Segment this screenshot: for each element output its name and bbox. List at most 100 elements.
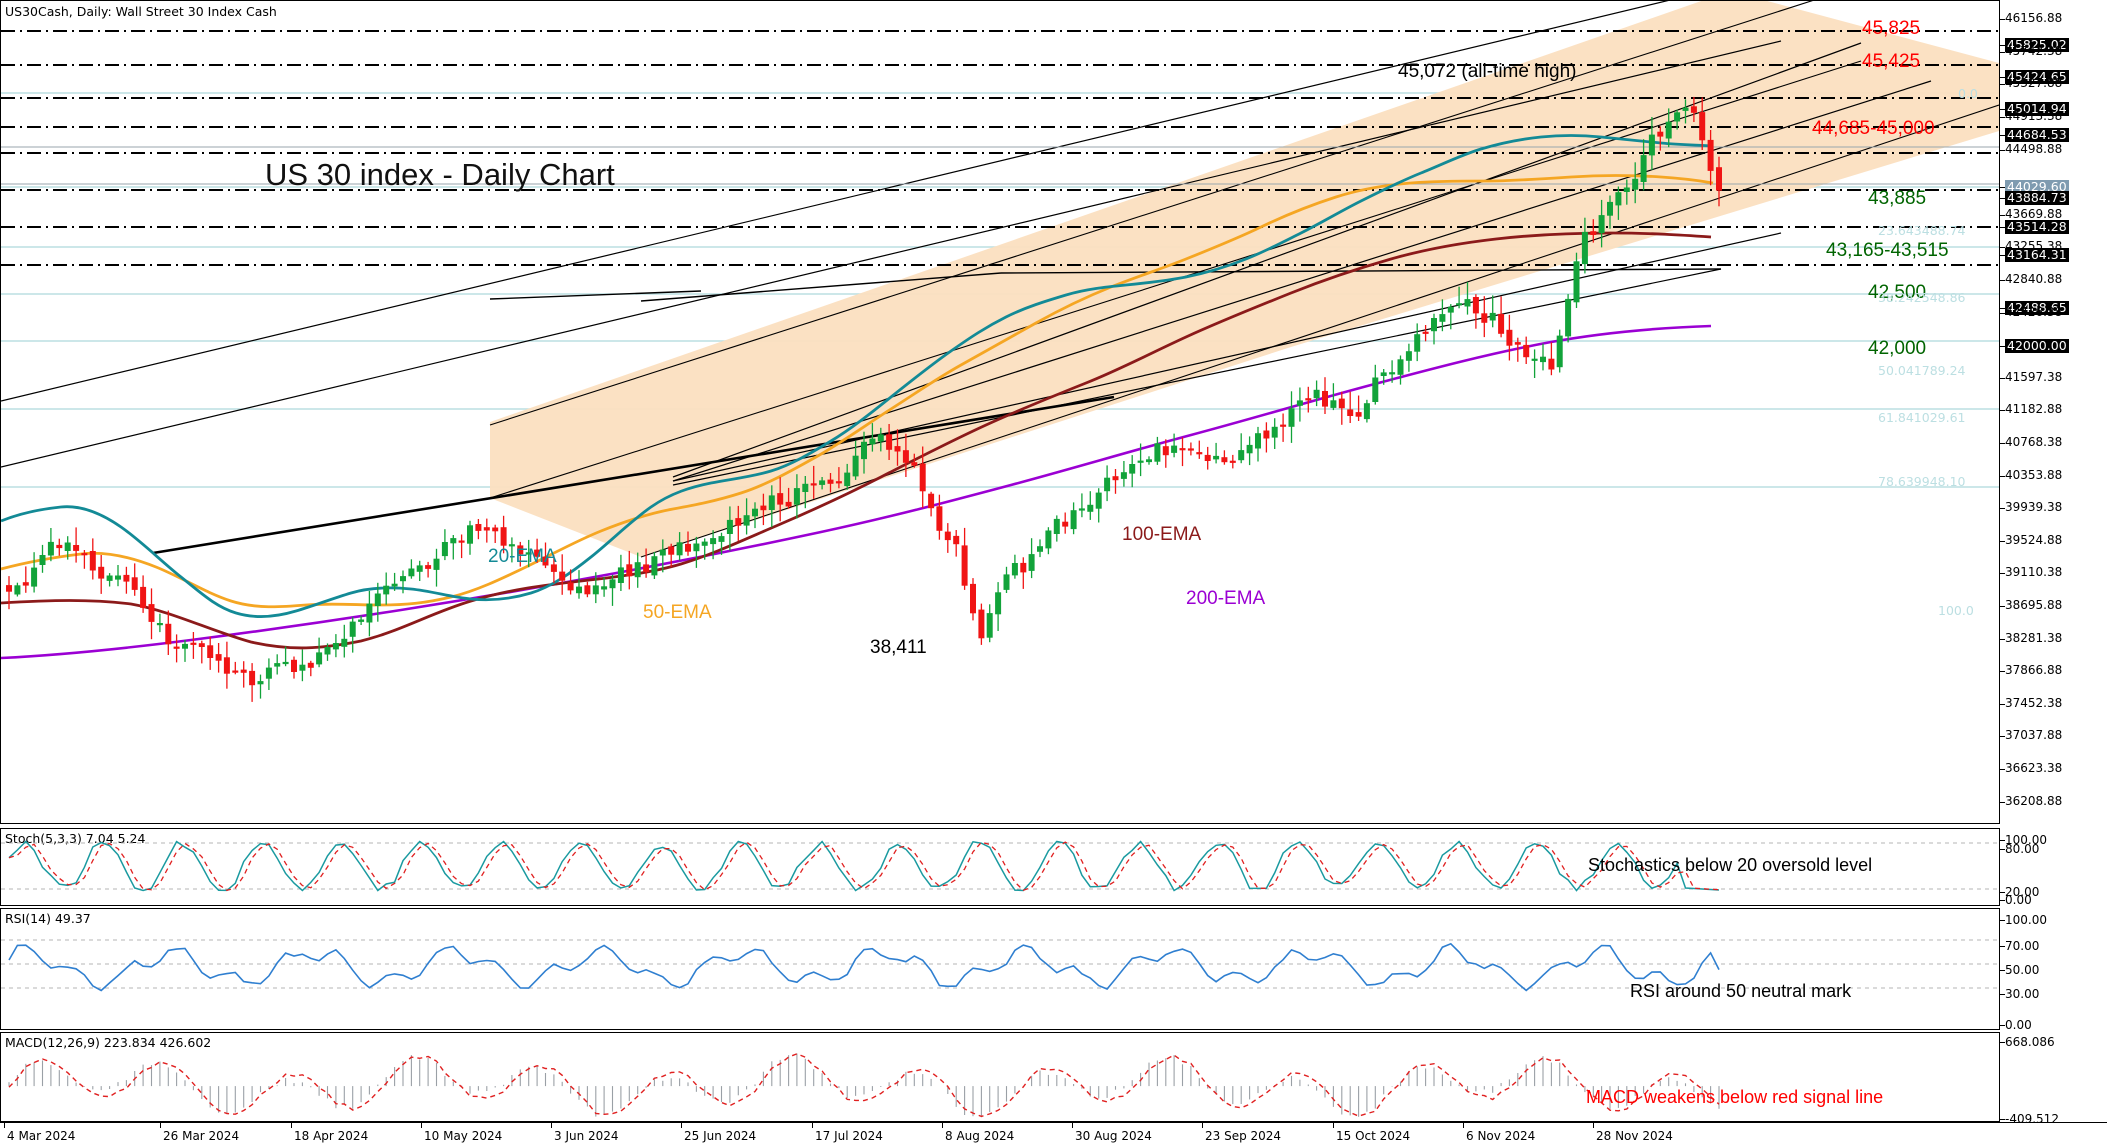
price-axis-tick xyxy=(2000,308,2005,309)
date-axis-label: 3 Jun 2024 xyxy=(554,1129,619,1143)
price-axis-current-label: 44029.60 xyxy=(2005,179,2069,194)
price-axis-tick xyxy=(2000,508,2005,509)
date-axis-label: 8 Aug 2024 xyxy=(945,1129,1015,1143)
date-axis-tick xyxy=(1072,1122,1073,1128)
indicator-axis-tick xyxy=(2000,849,2005,850)
price-axis-label: 39110.38 xyxy=(2005,565,2063,579)
date-axis-tick xyxy=(4,1122,5,1128)
price-axis-tick xyxy=(2000,247,2005,248)
price-axis-label: 43884.73 xyxy=(2005,190,2069,205)
price-axis-tick xyxy=(2000,187,2005,188)
price-axis-label: 44498.88 xyxy=(2005,142,2063,156)
price-axis-label: 41182.88 xyxy=(2005,402,2063,416)
price-axis-label: 38281.38 xyxy=(2005,631,2063,645)
page-title: US 30 index - Daily Chart xyxy=(265,157,615,192)
symbol-header: US30Cash, Daily: Wall Street 30 Index Ca… xyxy=(5,4,277,19)
indicator-axis-label: 100.00 xyxy=(2005,833,2047,847)
indicator-axis-tick xyxy=(2000,1025,2005,1026)
ema-label-50: 50-EMA xyxy=(643,602,712,623)
date-axis-label: 4 Mar 2024 xyxy=(7,1129,76,1143)
date-axis-tick xyxy=(551,1122,552,1128)
indicator-axis-label: 30.00 xyxy=(2005,987,2040,1001)
indicator-axis-label: 80.00 xyxy=(2005,842,2040,856)
rsi-panel xyxy=(0,908,2000,1030)
price-axis-tick xyxy=(2000,606,2005,607)
indicator-axis-tick xyxy=(2000,1119,2005,1120)
indicator-axis-label: 668.086 xyxy=(2005,1035,2055,1049)
date-axis-label: 23 Sep 2024 xyxy=(1205,1129,1282,1143)
date-axis-tick xyxy=(1333,1122,1334,1128)
stochastic-note: Stochastics below 20 oversold level xyxy=(1588,855,1873,875)
ema-label-100: 100-EMA xyxy=(1122,524,1202,545)
price-axis-label: 39939.38 xyxy=(2005,500,2063,514)
price-axis-label: 44684.53 xyxy=(2005,127,2069,142)
date-axis-tick xyxy=(1463,1122,1464,1128)
price-axis[interactable] xyxy=(2000,0,2107,1122)
price-axis-label: 43514.28 xyxy=(2005,219,2069,234)
price-axis-tick xyxy=(2000,313,2005,314)
stochastic-header: Stoch(5,3,3) 7.04 5.24 xyxy=(5,831,146,846)
resistance-label-0: 45,825 xyxy=(1862,18,1921,39)
price-axis-label: 42426.38 xyxy=(2005,305,2063,319)
price-axis-label: 38695.88 xyxy=(2005,598,2063,612)
price-axis-tick xyxy=(2000,639,2005,640)
price-axis-label: 36208.88 xyxy=(2005,794,2063,808)
stochastic-panel xyxy=(0,828,2000,906)
date-axis[interactable] xyxy=(0,1122,2107,1147)
date-axis-tick xyxy=(160,1122,161,1128)
price-axis-tick xyxy=(2000,802,2005,803)
price-axis-tick xyxy=(2000,52,2005,53)
ema-label-20: 20-EMA xyxy=(488,546,557,567)
fib-label-4: 61.841029.61 xyxy=(1878,410,1966,425)
indicator-axis-label: 70.00 xyxy=(2005,939,2040,953)
support-label-0: 43,885 xyxy=(1868,188,1927,209)
price-axis-tick xyxy=(2000,736,2005,737)
price-axis-tick xyxy=(2000,378,2005,379)
price-axis-label: 45424.65 xyxy=(2005,69,2069,84)
date-axis-label: 30 Aug 2024 xyxy=(1075,1129,1152,1143)
price-chart-canvas xyxy=(1,1,1999,702)
date-axis-tick xyxy=(291,1122,292,1128)
rsi-note: RSI around 50 neutral mark xyxy=(1630,981,1852,1001)
date-axis-label: 18 Apr 2024 xyxy=(294,1129,369,1143)
fib-label-5: 78.639948.10 xyxy=(1878,474,1966,489)
date-axis-label: 15 Oct 2024 xyxy=(1336,1129,1411,1143)
price-axis-label: 41597.38 xyxy=(2005,370,2063,384)
indicator-axis-label: 50.00 xyxy=(2005,963,2040,977)
macd-panel xyxy=(0,1032,2000,1122)
price-axis-label: 45327.88 xyxy=(2005,76,2063,90)
price-axis-tick xyxy=(2000,346,2005,347)
price-axis-tick xyxy=(2000,198,2005,199)
price-axis-label: 45014.94 xyxy=(2005,101,2069,116)
stochastic-canvas xyxy=(1,840,1999,892)
indicator-axis-label: 20.00 xyxy=(2005,885,2040,899)
price-axis-tick xyxy=(2000,541,2005,542)
price-axis-label: 42488.65 xyxy=(2005,300,2069,315)
date-axis-tick xyxy=(1593,1122,1594,1128)
price-axis-tick xyxy=(2000,45,2005,46)
price-axis-tick xyxy=(2000,77,2005,78)
fib-label-3: 50.041789.24 xyxy=(1878,363,1966,378)
price-axis-tick xyxy=(2000,769,2005,770)
date-axis-label: 26 Mar 2024 xyxy=(163,1129,240,1143)
fib-label-2: 38.242548.86 xyxy=(1878,290,1966,305)
price-axis-tick xyxy=(2000,671,2005,672)
date-axis-label: 10 May 2024 xyxy=(424,1129,503,1143)
price-axis-tick xyxy=(2000,150,2005,151)
rsi-canvas xyxy=(1,939,1999,992)
ema-label-200: 200-EMA xyxy=(1186,588,1266,609)
fib-label-1: 23.643488.74 xyxy=(1878,223,1966,238)
indicator-axis-tick xyxy=(2000,900,2005,901)
price-axis-label: 36623.38 xyxy=(2005,761,2063,775)
indicator-axis-tick xyxy=(2000,970,2005,971)
price-axis-label: 45742.38 xyxy=(2005,44,2063,58)
price-axis-label: 42000.00 xyxy=(2005,338,2069,353)
price-axis-tick xyxy=(2000,476,2005,477)
price-axis-label: 37037.88 xyxy=(2005,728,2063,742)
date-axis-label: 28 Nov 2024 xyxy=(1596,1129,1673,1143)
date-axis-label: 25 Jun 2024 xyxy=(684,1129,757,1143)
price-axis-tick xyxy=(2000,84,2005,85)
support-label-1: 43,165-43,515 xyxy=(1826,240,1949,261)
indicator-axis-label: 100.00 xyxy=(2005,913,2047,927)
